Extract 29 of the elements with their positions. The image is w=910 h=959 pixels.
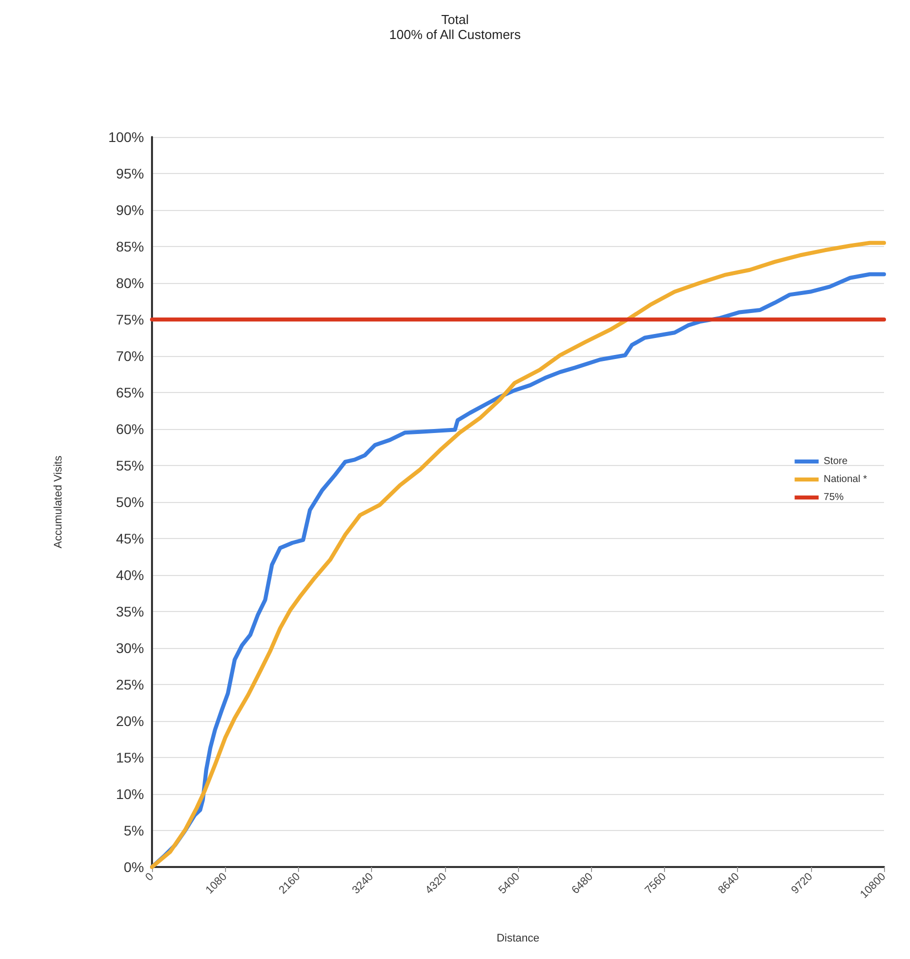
y-tick-label: 55% — [116, 458, 144, 474]
y-tick-label: 30% — [116, 640, 144, 656]
y-tick-label: 75% — [116, 312, 144, 328]
legend-label: National * — [824, 474, 868, 485]
legend-label: 75% — [824, 492, 844, 503]
y-tick-label: 0% — [124, 859, 144, 875]
y-tick-label: 35% — [116, 604, 144, 620]
y-tick-label: 90% — [116, 202, 144, 218]
chart-subtitle: 100% of All Customers — [389, 27, 522, 42]
y-tick-label: 10% — [116, 786, 144, 802]
y-tick-label: 25% — [116, 676, 144, 692]
y-tick-label: 80% — [116, 275, 144, 291]
y-tick-label: 60% — [116, 421, 144, 437]
y-tick-label: 65% — [116, 384, 144, 400]
y-tick-label: 85% — [116, 238, 144, 254]
y-tick-label: 5% — [124, 822, 144, 838]
y-tick-label: 20% — [116, 713, 144, 729]
y-tick-label: 40% — [116, 567, 144, 583]
y-tick-label: 15% — [116, 750, 144, 766]
x-tick-label: 0 — [143, 870, 156, 884]
y-tick-label: 50% — [116, 494, 144, 510]
legend-label: Store — [824, 456, 848, 467]
y-tick-label: 95% — [116, 166, 144, 182]
x-axis-title: Distance — [496, 932, 540, 944]
chart-title: Total — [441, 12, 469, 27]
y-tick-label: 70% — [116, 348, 144, 364]
y-tick-label: 45% — [116, 530, 144, 546]
y-tick-label: 100% — [108, 129, 144, 145]
y-axis-title: Accumulated Visits — [52, 455, 64, 548]
